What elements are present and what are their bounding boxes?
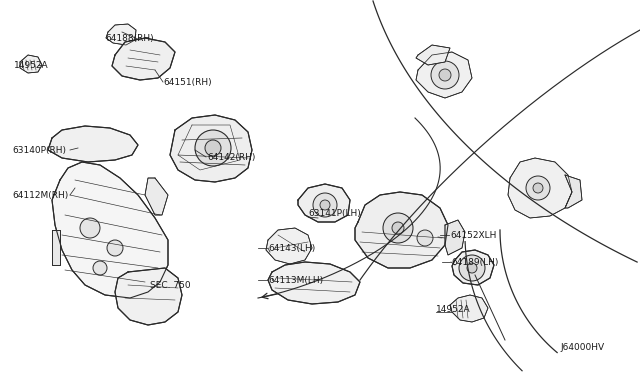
Polygon shape [450,295,488,322]
Polygon shape [48,126,138,162]
Circle shape [431,61,459,89]
Text: 64188(RH): 64188(RH) [105,33,154,42]
Polygon shape [452,250,494,285]
Text: 63140P(RH): 63140P(RH) [12,145,66,154]
Polygon shape [145,178,168,215]
Polygon shape [445,220,465,255]
Circle shape [93,261,107,275]
Polygon shape [52,162,168,298]
Circle shape [313,193,337,217]
Text: 64113M(LH): 64113M(LH) [268,276,323,285]
Polygon shape [170,115,252,182]
Polygon shape [266,228,312,264]
Circle shape [80,218,100,238]
Polygon shape [112,38,175,80]
Text: 63141P(LH): 63141P(LH) [308,208,361,218]
Circle shape [392,222,404,234]
Polygon shape [298,184,350,222]
Circle shape [459,255,485,281]
Circle shape [107,240,123,256]
Text: 64112M(RH): 64112M(RH) [12,190,68,199]
Circle shape [533,183,543,193]
Polygon shape [115,268,182,325]
Polygon shape [355,192,448,268]
Circle shape [467,263,477,273]
Circle shape [383,213,413,243]
Text: 64189(LH): 64189(LH) [451,257,499,266]
Text: 14952A: 14952A [14,61,49,70]
Polygon shape [268,262,360,304]
Text: J64000HV: J64000HV [560,343,604,353]
Circle shape [439,69,451,81]
Text: 64152XLH: 64152XLH [450,231,497,240]
Text: SEC. 750: SEC. 750 [150,280,191,289]
Polygon shape [52,230,60,265]
Circle shape [205,140,221,156]
Polygon shape [565,175,582,208]
Circle shape [320,200,330,210]
Circle shape [195,130,231,166]
Polygon shape [20,55,42,73]
Polygon shape [416,52,472,98]
Text: 14952A: 14952A [436,305,470,314]
Circle shape [526,176,550,200]
Text: 64143(LH): 64143(LH) [268,244,316,253]
Polygon shape [106,24,136,45]
Polygon shape [416,45,450,65]
Text: 64142(RH): 64142(RH) [207,153,255,161]
Polygon shape [508,158,572,218]
Circle shape [417,230,433,246]
Text: 64151(RH): 64151(RH) [163,77,212,87]
